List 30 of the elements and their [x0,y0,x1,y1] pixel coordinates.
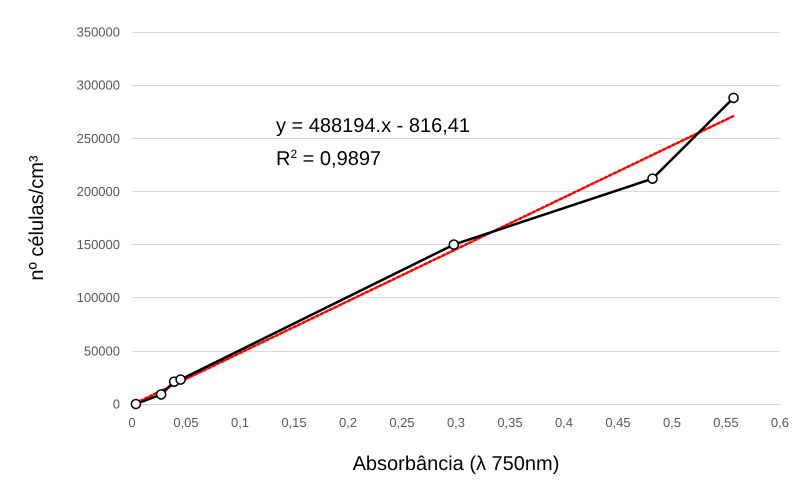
x-tick-label: 0,2 [338,415,358,430]
x-tick-label: 0,3 [446,415,466,430]
y-tick-label: 100000 [76,290,120,306]
x-axis-title: Absorbância (λ 750nm) [352,453,560,475]
y-tick-label: 150000 [76,237,120,252]
y-tick-label: 250000 [76,130,120,146]
point [647,173,658,184]
annotation: y = 488194.x - 816,41 [276,115,470,137]
x-tick-label: 0,6 [770,415,790,430]
point [156,389,166,400]
y-axis-title: nº células/cm³ [26,155,48,281]
x-tick-label: 0,55 [713,415,739,430]
point [728,92,739,104]
y-tick-label: 300000 [76,78,120,93]
x-tick-label: 0,35 [497,415,523,430]
y-tick-label: 200000 [76,184,120,199]
x-tick-label: 0 [128,415,136,430]
y-tick-label: 0 [112,396,120,412]
point [448,239,460,250]
x-tick-label: 0,1 [230,415,250,430]
x-tick-label: 0,05 [173,415,199,430]
x-tick-label: 0,4 [554,415,574,430]
point [175,374,186,385]
x-tick-label: 0,5 [662,415,682,430]
y-tick-label: 350000 [76,24,120,40]
point [130,398,142,410]
y-tick-label: 50000 [84,343,120,358]
x-tick-label: 0,15 [281,415,307,430]
x-tick-label: 0,45 [605,415,631,430]
x-tick-label: 0,25 [389,415,415,430]
